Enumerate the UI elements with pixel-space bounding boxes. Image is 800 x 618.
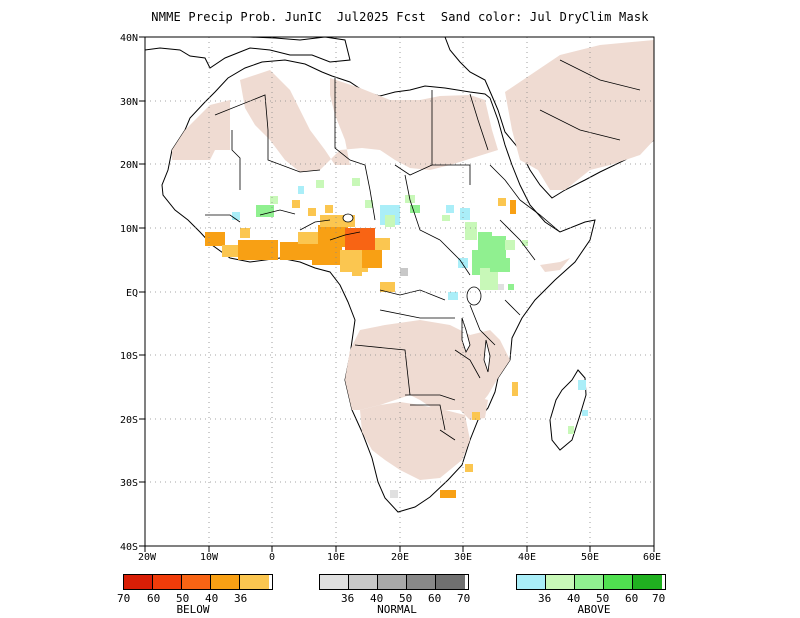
country-borders	[205, 59, 641, 441]
legend-normal: 36 40 50 60 70 NORMAL	[319, 574, 471, 616]
europe-outline	[145, 37, 351, 69]
legend-normal-swatches	[319, 574, 469, 590]
legend-below: 70 60 50 40 36 BELOW	[117, 574, 273, 616]
legend-value: 50	[176, 592, 190, 605]
legend-swatch	[240, 575, 269, 589]
legend-value: 70	[457, 592, 471, 605]
legend-swatch	[575, 575, 604, 589]
legend-swatch	[407, 575, 436, 589]
lat-label: 10N	[120, 224, 138, 235]
legend-value: 50	[596, 592, 610, 605]
legend-below-label: BELOW	[176, 603, 210, 616]
lon-label: 30E	[454, 552, 472, 563]
lon-label: 10W	[200, 552, 219, 563]
lon-label: 40E	[518, 552, 536, 563]
legend-above-label: ABOVE	[577, 603, 611, 616]
legend-value: 60	[625, 592, 639, 605]
lat-label: 30N	[120, 97, 138, 108]
legend-swatch	[604, 575, 633, 589]
lat-label: EQ	[126, 288, 138, 299]
legend-swatch	[320, 575, 349, 589]
lon-label: 20E	[391, 552, 409, 563]
legend-swatch	[436, 575, 465, 589]
map-title: NMME Precip Prob. JunIC Jul2025 Fcst San…	[151, 10, 649, 24]
lon-label: 20W	[138, 552, 157, 563]
legend-swatch	[378, 575, 407, 589]
legend-swatch	[349, 575, 378, 589]
legend-below-swatches	[123, 574, 273, 590]
lon-label: 10E	[327, 552, 345, 563]
legend-value: 40	[205, 592, 219, 605]
legend-value: 40	[567, 592, 581, 605]
legend-swatch	[546, 575, 575, 589]
legend-value: 50	[399, 592, 413, 605]
legend-value: 40	[370, 592, 384, 605]
legend-swatch	[124, 575, 153, 589]
legend-value: 60	[428, 592, 442, 605]
lon-labels: 20W 10W 0 10E 20E 30E 40E 50E 60E	[138, 552, 661, 563]
legend-swatch	[517, 575, 546, 589]
near-normal-cells	[390, 268, 504, 498]
legend-swatch	[153, 575, 182, 589]
legend-value: 60	[147, 592, 161, 605]
lat-label: 30S	[120, 478, 138, 489]
lon-label: 60E	[643, 552, 661, 563]
lon-label: 0	[269, 552, 275, 563]
lakes	[342, 213, 491, 373]
legend-above: 36 40 50 60 70 ABOVE	[516, 574, 666, 616]
lat-label: 20N	[120, 160, 138, 171]
legend-value: 36	[341, 592, 355, 605]
madagascar-outline	[549, 369, 587, 451]
below-normal-cells	[205, 198, 518, 498]
lon-label: 50E	[581, 552, 599, 563]
lat-labels: 40N 30N 20N 10N EQ 10S 20S 30S 40S	[120, 33, 138, 553]
legend-swatch	[182, 575, 211, 589]
legend-swatch	[633, 575, 662, 589]
africa-outline	[161, 59, 596, 513]
legend-swatch	[211, 575, 240, 589]
legend-above-swatches	[516, 574, 666, 590]
legend-value: 36	[234, 592, 248, 605]
lat-label: 20S	[120, 415, 138, 426]
lat-label: 40S	[120, 542, 138, 553]
legend-normal-label: NORMAL	[377, 603, 417, 616]
above-normal-cells	[232, 178, 588, 434]
lat-label: 10S	[120, 351, 138, 362]
legend-value: 70	[117, 592, 131, 605]
lat-label: 40N	[120, 33, 138, 44]
legend-value: 70	[652, 592, 666, 605]
axis-ticks	[139, 36, 655, 552]
legend-value: 36	[538, 592, 552, 605]
